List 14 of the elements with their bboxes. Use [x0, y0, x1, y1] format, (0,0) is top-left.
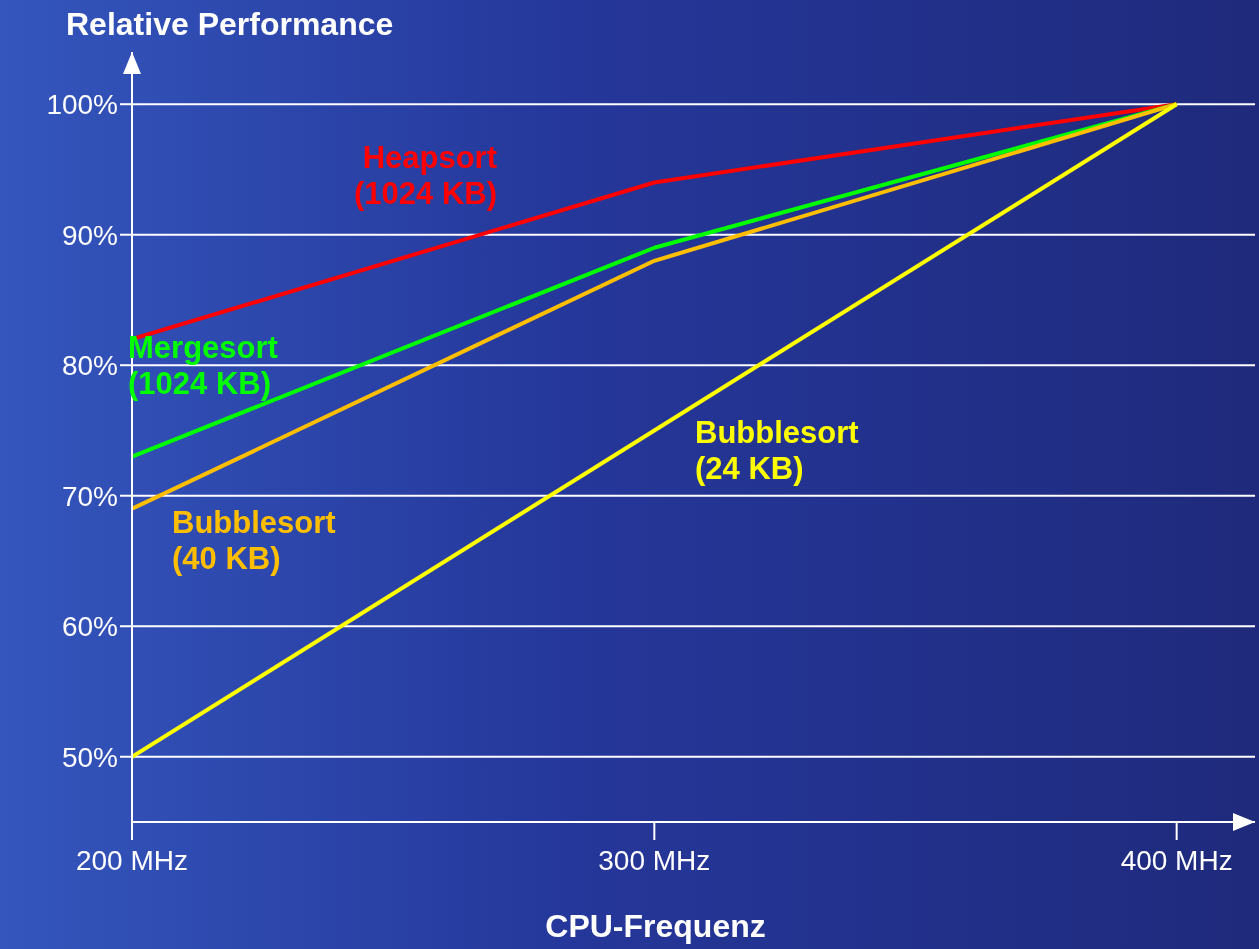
series-label: Heapsort (1024 KB) — [354, 140, 497, 212]
series-label: Bubblesort (40 KB) — [172, 505, 336, 577]
y-tick-label: 60% — [61, 611, 118, 643]
y-axis-title: Relative Performance — [66, 6, 394, 43]
y-tick-label: 100% — [46, 89, 118, 121]
x-axis-title: CPU-Frequenz — [544, 908, 767, 945]
y-tick-label: 90% — [61, 219, 118, 251]
series-label: Bubblesort (24 KB) — [695, 415, 859, 487]
x-tick-label: 200 MHz — [75, 844, 189, 876]
y-tick-label: 70% — [61, 480, 118, 512]
y-tick-label: 80% — [61, 350, 118, 382]
x-tick-label: 300 MHz — [598, 844, 711, 876]
y-tick-label: 50% — [61, 741, 118, 773]
x-tick-label: 400 MHz — [1120, 844, 1233, 876]
